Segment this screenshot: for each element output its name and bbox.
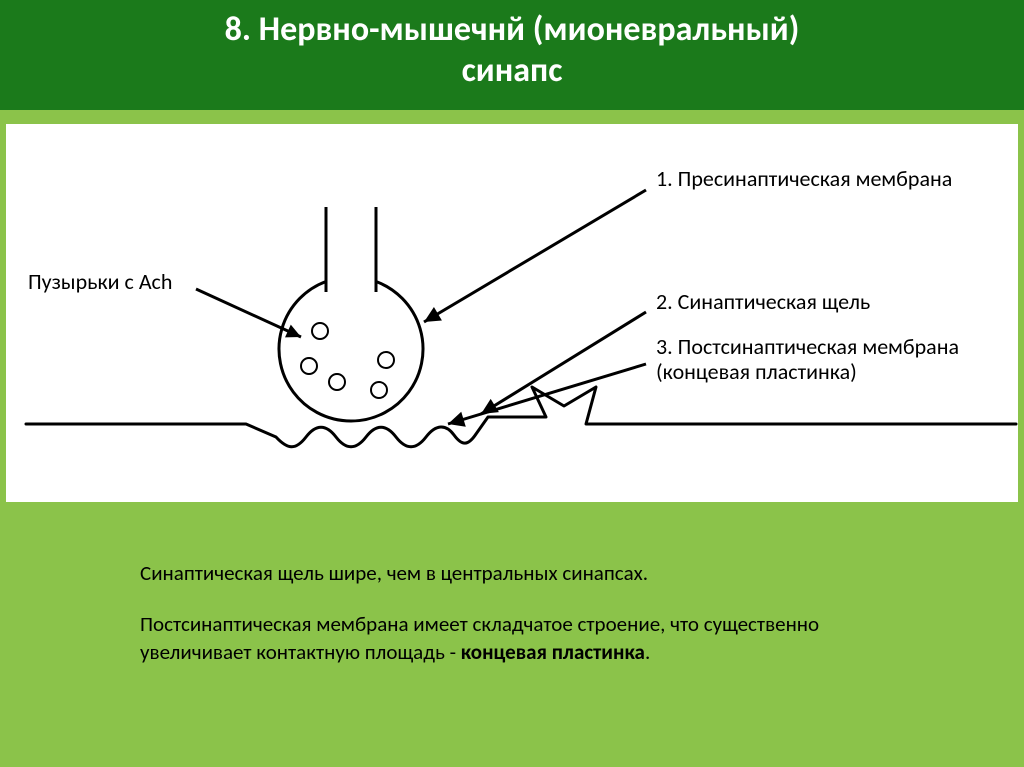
diagram-panel: Пузырьки с Ach 1. Пресинаптическая мембр… (6, 124, 1018, 502)
slide-title: 8. Нервно-мышечнй (мионевральный) синапс (20, 10, 1004, 92)
p2-c: . (645, 639, 650, 665)
label-vesicles: Пузырьки с Ach (28, 269, 172, 294)
label-presynaptic: 1. Пресинаптическая мембрана (656, 166, 952, 191)
paragraph-1: Синаптическая щель шире, чем в центральн… (140, 560, 934, 587)
label-postsynaptic: 3. Постсинаптическая мембрана (концевая … (656, 334, 959, 385)
slide: 8. Нервно-мышечнй (мионевральный) синапс… (0, 0, 1024, 767)
p2-bold: концевая пластинка (461, 639, 645, 665)
label-postsynaptic-l1: 3. Постсинаптическая мембрана (656, 333, 959, 360)
body-text: Синаптическая щель шире, чем в центральн… (140, 560, 934, 690)
paragraph-2: Постсинаптическая мембрана имеет складча… (140, 611, 934, 666)
slide-header: 8. Нервно-мышечнй (мионевральный) синапс (0, 0, 1024, 110)
title-line-2: синапс (462, 50, 563, 91)
label-cleft: 2. Синаптическая щель (656, 289, 870, 314)
title-line-1: 8. Нервно-мышечнй (мионевральный) (225, 9, 800, 50)
label-postsynaptic-l2: (концевая пластинка) (656, 358, 857, 385)
